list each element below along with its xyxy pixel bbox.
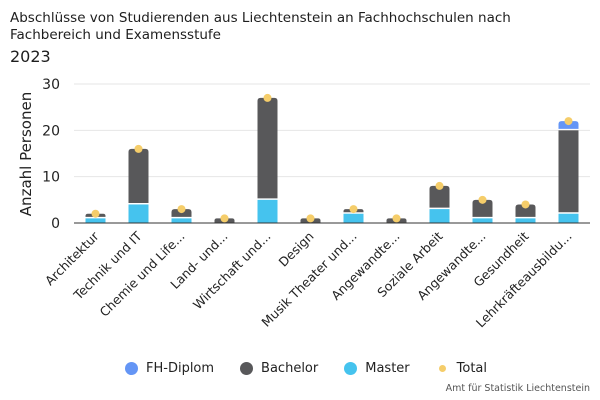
- total-point-2[interactable]: [177, 205, 186, 214]
- bar-master-6[interactable]: [343, 213, 364, 223]
- total-point-0[interactable]: [91, 209, 100, 218]
- y-tick-label: 20: [42, 123, 60, 139]
- total-point-7[interactable]: [392, 214, 401, 223]
- legend-swatch-bachelor: [240, 362, 254, 375]
- legend-label-total: Total: [456, 361, 488, 376]
- legend-swatch-master: [344, 362, 358, 375]
- total-point-3[interactable]: [220, 214, 229, 223]
- total-point-1[interactable]: [134, 144, 143, 153]
- legend-label-fh-diplom: FH-Diplom: [146, 361, 215, 376]
- total-point-9[interactable]: [478, 195, 487, 204]
- bar-bachelor-8[interactable]: [429, 185, 450, 208]
- total-point-10[interactable]: [521, 200, 530, 209]
- total-point-6[interactable]: [349, 205, 358, 214]
- legend-item-total[interactable]: Total: [436, 361, 487, 376]
- total-point-8[interactable]: [435, 181, 444, 190]
- x-tick-label: Wirtschaft und...: [190, 229, 274, 313]
- y-tick-label: 10: [42, 170, 60, 186]
- bar-bachelor-11[interactable]: [558, 130, 579, 213]
- x-tick-label: Design: [275, 229, 316, 270]
- y-tick-label: 0: [51, 216, 60, 232]
- legend-label-bachelor: Bachelor: [261, 361, 319, 376]
- legend-label-master: Master: [365, 361, 410, 376]
- legend-item-bachelor[interactable]: Bachelor: [240, 361, 318, 376]
- bar-bachelor-9[interactable]: [472, 199, 493, 217]
- chart-subtitle: 2023: [10, 47, 51, 66]
- legend-item-fh-diplom[interactable]: FH-Diplom: [125, 361, 214, 376]
- legend-swatch-fh-diplom: [125, 362, 138, 375]
- chart-title: Abschlüsse von Studierenden aus Liechten…: [10, 10, 511, 43]
- bar-master-0[interactable]: [85, 218, 106, 223]
- bar-bachelor-4[interactable]: [257, 97, 278, 199]
- y-axis-label: Anzahl Personen: [17, 92, 35, 216]
- bar-master-8[interactable]: [429, 209, 450, 223]
- y-tick-label: 30: [42, 77, 60, 93]
- bar-bachelor-1[interactable]: [128, 148, 149, 203]
- bar-master-9[interactable]: [472, 218, 493, 223]
- legend-item-master[interactable]: Master: [344, 361, 410, 376]
- total-point-5[interactable]: [306, 214, 315, 223]
- total-point-11[interactable]: [564, 117, 573, 126]
- total-point-4[interactable]: [263, 93, 272, 102]
- bar-master-1[interactable]: [128, 204, 149, 223]
- bar-master-11[interactable]: [558, 213, 579, 223]
- legend: FH-Diplom Bachelor Master Total: [125, 361, 513, 376]
- source-credit: Amt für Statistik Liechtenstein: [445, 383, 590, 394]
- legend-swatch-total: [438, 365, 446, 372]
- bar-master-2[interactable]: [171, 218, 192, 223]
- bar-master-4[interactable]: [257, 199, 278, 223]
- bar-master-10[interactable]: [515, 218, 536, 223]
- bar-bachelor-10[interactable]: [515, 204, 536, 217]
